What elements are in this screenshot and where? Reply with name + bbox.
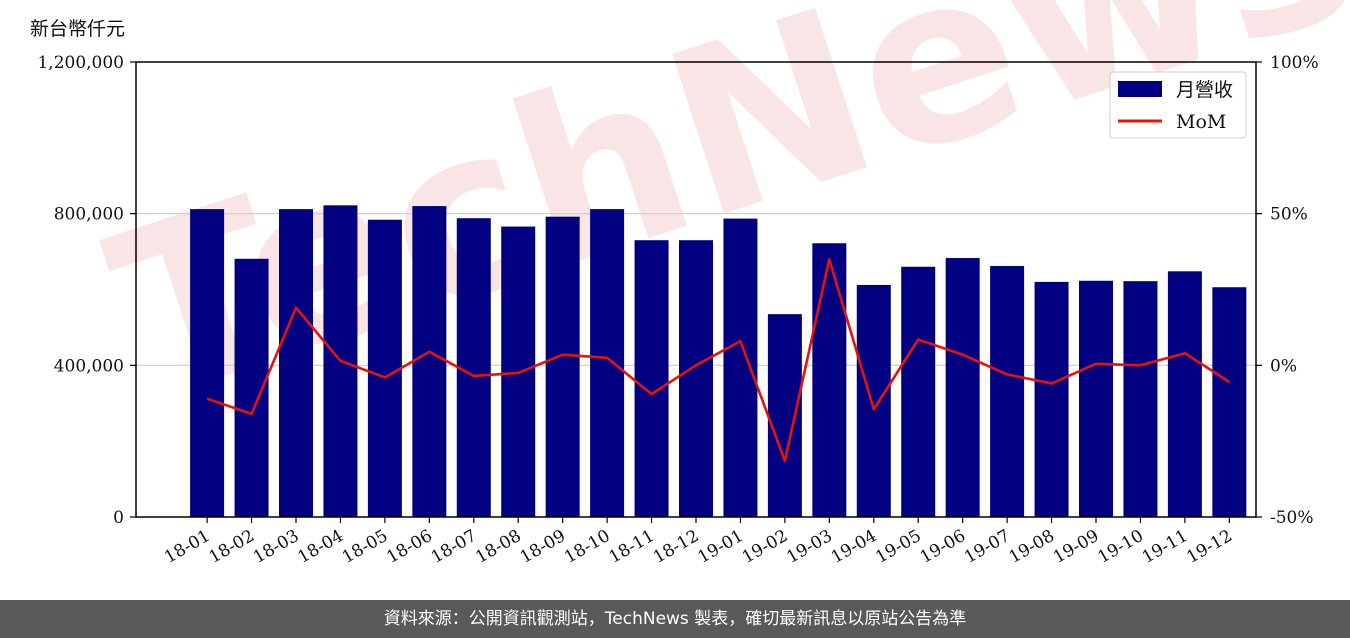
revenue-bar <box>990 265 1025 517</box>
revenue-bar <box>723 218 758 518</box>
revenue-bar <box>279 209 313 517</box>
x-tick-label: 19-05 <box>872 526 924 568</box>
x-tick-label: 19-06 <box>917 526 969 568</box>
mom-line <box>206 257 1231 463</box>
revenue-bar <box>412 206 447 518</box>
x-tick-label: 18-06 <box>383 526 435 568</box>
x-tick-label: 18-11 <box>606 526 658 568</box>
revenue-bar <box>456 218 491 517</box>
x-tick-label: 18-03 <box>250 526 302 568</box>
x-tick-label: 19-12 <box>1183 526 1235 568</box>
revenue-chart: TechNews 0 400,000 800,000 1,200,000 -50% 0% 5… <box>37 0 1350 568</box>
legend: 月營收 MoM <box>1109 71 1247 139</box>
revenue-bar <box>545 216 580 517</box>
x-tick-label: 18-05 <box>339 526 391 568</box>
x-tick-label: 18-02 <box>206 526 258 568</box>
right-tick-label: 100% <box>1270 53 1319 73</box>
x-tick-label: 19-04 <box>828 526 880 568</box>
revenue-bar <box>190 209 225 517</box>
x-tick-label: 18-10 <box>561 526 613 568</box>
x-tick-label: 18-09 <box>517 526 569 568</box>
x-tick-label: 19-07 <box>961 526 1013 568</box>
revenue-bar <box>901 266 936 517</box>
revenue-bar <box>1167 271 1202 517</box>
legend-bar-swatch <box>1118 81 1162 97</box>
x-tick-label: 19-08 <box>1006 526 1058 568</box>
x-tick-label: 18-07 <box>428 526 480 568</box>
revenue-bar <box>634 240 669 518</box>
revenue-bar <box>679 240 713 518</box>
legend-label-mom: MoM <box>1176 111 1226 133</box>
x-tick-label: 19-03 <box>783 526 835 568</box>
left-tick-label: 800,000 <box>54 205 124 225</box>
bar-series <box>190 205 1247 518</box>
revenue-bar <box>367 219 402 517</box>
x-tick-label: 19-09 <box>1050 526 1102 568</box>
y-axis-unit-label: 新台幣仟元 <box>30 18 126 40</box>
revenue-bar <box>1079 280 1113 517</box>
x-tick-label: 18-08 <box>472 526 524 568</box>
revenue-bar <box>590 209 625 517</box>
left-tick-label: 0 <box>113 508 124 528</box>
source-footer: 資料來源：公開資訊觀測站，TechNews 製表，確切最新訊息以原站公告為準 <box>0 600 1350 638</box>
x-tick-label: 19-10 <box>1094 526 1146 568</box>
revenue-bar <box>767 314 802 517</box>
left-tick-label: 1,200,000 <box>37 53 124 73</box>
x-tick-label: 18-01 <box>161 526 213 568</box>
watermark-text: TechNews <box>84 0 1350 452</box>
right-tick-label: 50% <box>1270 205 1308 225</box>
x-tick-label: 18-12 <box>650 526 702 568</box>
revenue-bar <box>1212 287 1247 517</box>
revenue-bar <box>1034 281 1069 517</box>
x-tick-label: 19-02 <box>739 526 791 568</box>
revenue-bar <box>1123 281 1158 517</box>
right-tick-label: 0% <box>1270 356 1297 376</box>
watermark: TechNews <box>84 0 1350 452</box>
x-tick-label: 19-01 <box>694 526 746 568</box>
revenue-bar <box>945 258 980 517</box>
legend-label-revenue: 月營收 <box>1176 79 1233 101</box>
left-tick-label: 400,000 <box>54 356 124 376</box>
revenue-bar <box>856 284 891 517</box>
x-tick-label: 18-04 <box>294 526 346 568</box>
right-tick-label: -50% <box>1270 508 1314 528</box>
revenue-bar <box>812 243 847 517</box>
mom-line-series <box>206 257 1231 463</box>
x-tick-label: 19-11 <box>1139 526 1191 568</box>
